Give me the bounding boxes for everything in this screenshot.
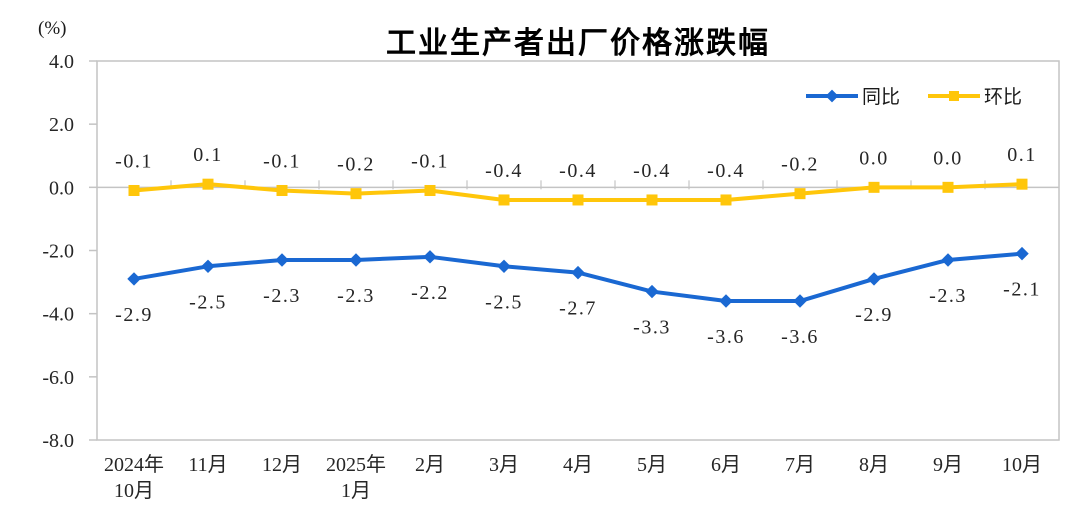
- y-axis-tick-label: 4.0: [49, 51, 74, 73]
- square-marker: [720, 194, 732, 206]
- data-label: -0.4: [485, 160, 523, 182]
- plot-border: [96, 60, 1060, 441]
- data-label: -2.2: [411, 282, 449, 304]
- square-marker: [646, 194, 658, 206]
- diamond-marker: [127, 272, 141, 286]
- diamond-marker: [1015, 246, 1029, 261]
- data-label: -3.6: [707, 326, 745, 348]
- data-label: -2.7: [559, 298, 597, 320]
- x-axis-category-label: 3月: [489, 454, 519, 476]
- diamond-marker: [349, 253, 363, 267]
- chart-title: 工业生产者出厂价格涨跌幅: [386, 27, 770, 60]
- data-label: 0.0: [859, 147, 889, 169]
- data-label: -0.1: [411, 150, 449, 172]
- data-label: -3.6: [781, 326, 819, 348]
- data-label: -0.2: [781, 154, 819, 176]
- y-axis-tick-label: -8.0: [42, 430, 74, 452]
- diamond-marker: [571, 265, 585, 280]
- square-marker: [868, 181, 880, 193]
- square-marker: [942, 181, 954, 193]
- data-label: -2.5: [485, 291, 523, 313]
- legend-label: 环比: [984, 87, 1023, 108]
- x-axis-category-label: 12月: [262, 454, 302, 476]
- diamond-marker: [275, 253, 289, 267]
- data-label: 0.1: [193, 144, 223, 166]
- data-label: -0.2: [337, 154, 375, 176]
- diamond-marker: [941, 253, 955, 267]
- x-axis-category-label: 9月: [933, 454, 963, 476]
- square-marker: [276, 184, 288, 196]
- y-axis-unit-label: (%): [38, 18, 67, 39]
- x-axis-category-label: 5月: [637, 454, 667, 476]
- data-label: -0.4: [559, 160, 597, 182]
- diamond-marker: [201, 259, 215, 274]
- square-marker: [128, 184, 140, 196]
- diamond-marker: [719, 294, 733, 308]
- y-axis-tick-label: 2.0: [49, 114, 74, 136]
- x-axis-category-label: 7月: [785, 454, 815, 476]
- square-marker: [794, 188, 806, 200]
- x-axis-category-label: 2025年 1月: [326, 453, 386, 502]
- diamond-marker: [423, 250, 437, 264]
- legend-item-同比: 同比: [806, 82, 900, 109]
- square-marker-icon: [949, 90, 960, 101]
- legend-item-环比: 环比: [928, 82, 1022, 109]
- data-label: -2.9: [855, 304, 893, 326]
- chart-legend: 同比 环比: [806, 82, 1022, 109]
- square-marker: [350, 188, 362, 200]
- data-label: -0.1: [115, 150, 153, 172]
- diamond-marker: [645, 284, 659, 299]
- diamond-marker: [867, 272, 881, 286]
- x-axis-category-label: 10月: [1002, 454, 1042, 476]
- square-marker: [424, 184, 436, 196]
- data-label: -0.4: [707, 160, 745, 182]
- y-axis-tick-label: -6.0: [42, 367, 74, 389]
- y-axis-tick-label: -4.0: [42, 304, 74, 326]
- square-marker: [202, 178, 214, 190]
- data-label: -2.5: [189, 291, 227, 313]
- diamond-marker: [497, 259, 511, 274]
- legend-label: 同比: [862, 87, 901, 108]
- x-axis-category-label: 8月: [859, 454, 889, 476]
- data-label: 0.1: [1007, 144, 1037, 166]
- y-axis-tick-label: -2.0: [42, 241, 74, 263]
- x-axis-category-label: 6月: [711, 454, 741, 476]
- x-axis-category-label: 2月: [415, 454, 445, 476]
- data-label: -2.3: [929, 285, 967, 307]
- data-label: -2.3: [263, 285, 301, 307]
- data-label: -2.9: [115, 304, 153, 326]
- diamond-legend-swatch-icon: [806, 89, 858, 102]
- data-label: -0.4: [633, 160, 671, 182]
- data-label: -2.1: [1003, 279, 1041, 301]
- y-axis-tick-label: 0.0: [49, 177, 74, 199]
- x-axis-category-label: 11月: [188, 454, 227, 476]
- data-label: -2.3: [337, 285, 375, 307]
- square-marker: [1016, 178, 1028, 190]
- x-axis-category-label: 4月: [563, 454, 593, 476]
- x-axis-category-label: 2024年 10月: [104, 453, 164, 502]
- data-label: -3.3: [633, 317, 671, 339]
- data-label: -0.1: [263, 150, 301, 172]
- square-legend-swatch-icon: [928, 90, 981, 101]
- diamond-marker: [793, 294, 807, 308]
- data-label: 0.0: [933, 147, 963, 169]
- square-marker: [572, 194, 584, 206]
- square-marker: [498, 194, 510, 206]
